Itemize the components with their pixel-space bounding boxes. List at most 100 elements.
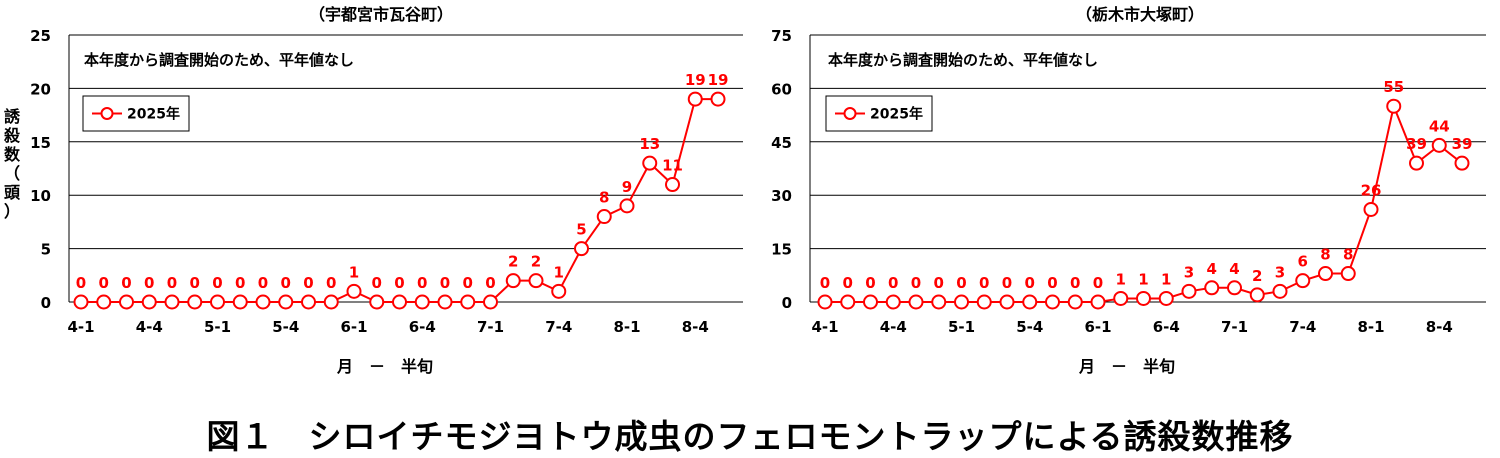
x-tick-label: 4-4 [880,318,907,336]
legend-label: 2025年 [127,106,180,123]
y-tick-label: 5 [41,241,51,259]
data-label: 0 [394,274,404,292]
data-point [885,294,901,310]
data-point [954,294,969,310]
data-label: 4 [1229,260,1239,278]
data-point [665,177,680,193]
data-point [687,91,703,107]
data-label: 0 [99,274,109,292]
data-label: 0 [372,274,382,292]
x-axis-label: 月 － 半旬 [336,357,433,376]
data-label: 0 [440,274,450,292]
data-point [1227,280,1242,296]
data-point [1045,294,1060,310]
data-point [1272,283,1288,299]
y-tick-label: 15 [771,241,792,259]
y-axis-label: 誘殺数（頭） [3,107,21,221]
x-tick-label: 4-1 [67,318,94,336]
data-label: 0 [1070,274,1080,292]
figure-caption: 図１ シロイチモジヨトウ成虫のフェロモントラップによる誘殺数推移 [206,417,1294,456]
data-point [619,198,635,214]
data-point [1454,155,1470,171]
data-label: 1 [349,263,359,281]
data-label: 0 [1025,274,1035,292]
x-tick-label: 8-1 [613,318,640,336]
data-label: 0 [303,274,313,292]
data-label: 0 [121,274,131,292]
data-point [346,283,362,299]
x-tick-label: 8-1 [1357,318,1384,336]
data-point [1090,294,1106,310]
x-tick-label: 5-4 [272,318,299,336]
data-label: 19 [685,71,706,89]
y-tick-label: 0 [41,294,51,312]
legend-label: 2025年 [870,106,923,123]
data-point [976,294,992,310]
chart-title: （宇都宮市瓦谷町） [309,5,453,24]
data-point [1363,201,1379,217]
data-point [817,294,833,310]
legend-marker [843,107,857,120]
data-point [1409,155,1424,171]
data-label: 9 [622,178,632,196]
x-tick-label: 8-4 [682,318,709,336]
data-label: 55 [1383,78,1404,96]
x-tick-label: 7-4 [545,318,572,336]
x-tick-label: 6-1 [340,318,367,336]
y-tick-label: 30 [771,187,792,205]
data-point [528,273,544,289]
data-point [642,155,658,171]
data-label: 2 [1252,267,1262,285]
data-label: 0 [979,274,989,292]
data-point [1181,283,1197,299]
data-point [596,209,612,225]
data-label: 0 [258,274,268,292]
data-label: 0 [212,274,222,292]
data-point [460,294,476,310]
data-point [232,294,248,310]
data-point [96,294,112,310]
data-label: 26 [1361,181,1382,199]
data-label: 0 [911,274,921,292]
legend-box [82,95,190,132]
chart-annotation: 本年度から調査開始のため、平年値なし [84,51,354,69]
data-point [483,294,498,310]
data-point [323,294,339,310]
data-label: 0 [843,274,853,292]
data-label: 8 [1320,246,1330,264]
data-point [574,241,589,257]
data-label: 0 [1047,274,1057,292]
data-point [119,294,134,310]
data-point [1022,294,1038,310]
data-point [301,294,316,310]
data-label: 0 [417,274,427,292]
data-label: 39 [1452,135,1473,153]
data-label: 5 [576,221,586,239]
data-label: 0 [167,274,177,292]
data-point [931,294,947,310]
data-label: 0 [463,274,473,292]
data-label: 2 [508,253,518,271]
data-label: 3 [1184,263,1194,281]
x-axis-label: 月 － 半旬 [1078,357,1175,376]
data-point [1136,290,1151,306]
data-label: 0 [144,274,154,292]
y-tick-label: 20 [30,80,51,98]
data-point [1204,280,1220,296]
data-label: 0 [1093,274,1103,292]
x-tick-label: 5-1 [204,318,231,336]
x-tick-label: 7-4 [1289,318,1316,336]
data-point [392,294,407,310]
data-label: 0 [934,274,944,292]
chart-title: （栃木市大塚町） [1076,5,1204,24]
chart-annotation: 本年度から調査開始のため、平年値なし [828,51,1098,69]
data-label: 0 [956,274,966,292]
y-tick-label: 0 [782,294,792,312]
data-label: 0 [281,274,291,292]
y-tick-label: 15 [30,134,51,152]
data-point [1067,294,1083,310]
data-point [1295,273,1311,289]
data-point [187,294,203,310]
data-point [505,273,521,289]
data-label: 0 [1002,274,1012,292]
